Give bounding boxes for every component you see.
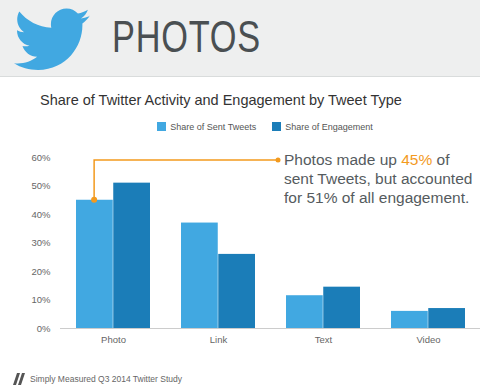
svg-text:10%: 10% xyxy=(31,294,51,305)
svg-text:20%: 20% xyxy=(31,266,51,277)
html-text:Share of Sent Tweets: Share of Sent Tweets xyxy=(170,122,257,132)
svg-text:Link: Link xyxy=(210,334,228,345)
svg-text:30%: 30% xyxy=(31,237,51,248)
svg-text:40%: 40% xyxy=(31,209,51,220)
html-text:Share of Twitter Activity and: Share of Twitter Activity and Engagement… xyxy=(40,92,402,108)
svg-text:0%: 0% xyxy=(37,323,51,334)
svg-text:Video: Video xyxy=(416,334,440,345)
html-text:Photos made up 45% of sent Twe: Photos made up 45% of sent Tweets, but a… xyxy=(284,151,473,206)
svg-text:50%: 50% xyxy=(31,180,51,191)
html-text:Share of Engagement: Share of Engagement xyxy=(285,122,373,132)
svg-text:Photo: Photo xyxy=(101,334,126,345)
html-text:PHOTOS: PHOTOS xyxy=(112,12,261,61)
svg-text:60%: 60% xyxy=(31,152,51,163)
html-text:Simply Measured Q3 2014 Twitte: Simply Measured Q3 2014 Twitter Study xyxy=(30,374,182,384)
svg-text:Text: Text xyxy=(315,334,333,345)
